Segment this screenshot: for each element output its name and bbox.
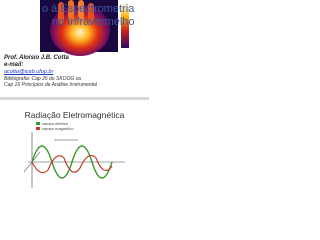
email-link[interactable]: acotta@iceb.ufop.br <box>4 69 54 75</box>
legend-label: campo magnético <box>42 126 74 131</box>
author: Prof. Aloisio J.B. Cotta <box>4 55 69 61</box>
wave-diagram <box>23 122 125 188</box>
title-line: no Infravermelho <box>52 16 135 28</box>
separator <box>0 97 149 100</box>
legend-label: campo elétrico <box>42 121 69 126</box>
slide-1: o à Espectrometria no Infravermelho Prof… <box>0 0 149 97</box>
slide-2: Radiação Eletromagnética campo elétrico … <box>0 100 149 198</box>
title-line: o à Espectrometria <box>42 3 135 15</box>
page: o à Espectrometria no Infravermelho Prof… <box>0 0 149 198</box>
slide-title: Radiação Eletromagnética <box>24 110 125 120</box>
thermal-image <box>40 0 129 56</box>
bibliography-line: Cap 16 Princípios de Análise Instrumenta… <box>4 82 97 88</box>
bibliography-line: Bibliografia: Cap 26 do SKOOG ou <box>4 76 82 82</box>
email-label: e-mail: <box>4 62 24 68</box>
